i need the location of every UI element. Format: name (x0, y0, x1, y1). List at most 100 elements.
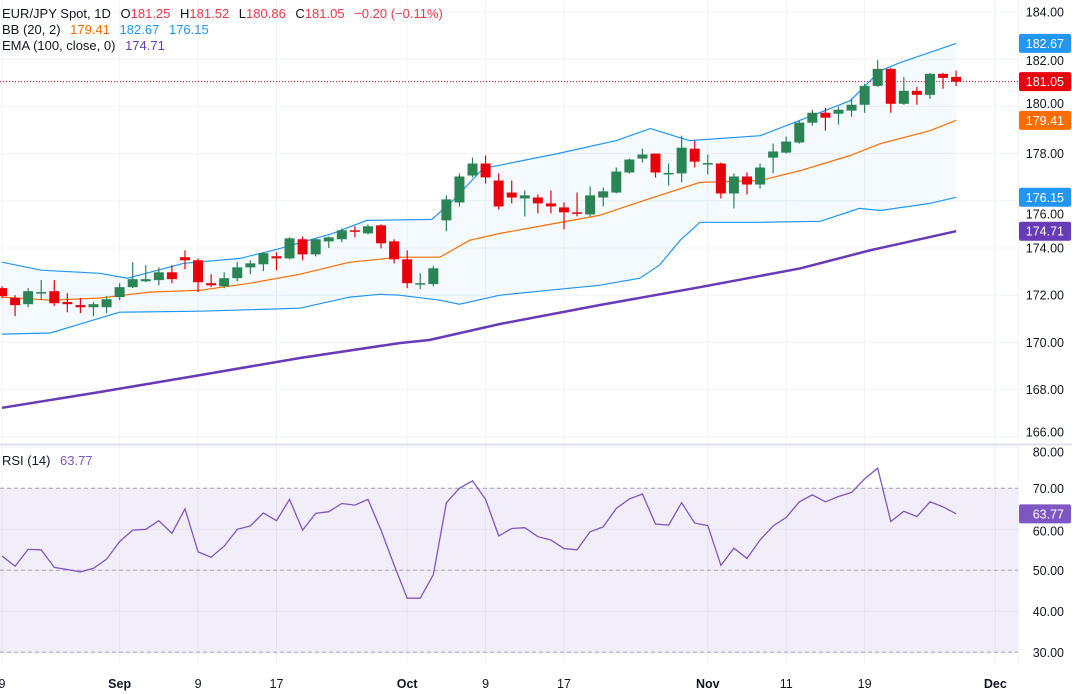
rsi-badge: 63.77 (1033, 507, 1064, 521)
high-label: H (180, 6, 190, 21)
symbol-title[interactable]: EUR/JPY Spot, 1D (2, 6, 111, 21)
price-tick-label: 176.00 (1026, 208, 1064, 222)
candle-down (559, 207, 570, 213)
date-tick-label: Oct (397, 677, 419, 691)
rsi-label: RSI (14) (2, 453, 51, 468)
candle-down (741, 176, 752, 185)
candle-down (62, 302, 73, 305)
candle-up (624, 159, 635, 173)
candle-down (506, 192, 517, 198)
rsi-legend[interactable]: RSI (14) 63.77 (2, 453, 99, 469)
candle-up (637, 154, 648, 159)
candle-down (271, 256, 282, 259)
candle-down (911, 90, 922, 95)
price-tick-label: 168.00 (1026, 383, 1064, 397)
rsi-tick-label: 60.00 (1033, 524, 1064, 538)
bb-lower-value: 176.15 (168, 22, 209, 37)
rsi-pane (1, 467, 957, 599)
candle-down (545, 203, 556, 207)
date-tick-label: Dec (984, 677, 1007, 691)
candle-up (127, 279, 138, 288)
bb-upper-line (1, 42, 957, 279)
candle-down (493, 180, 504, 207)
candle-down (402, 259, 413, 284)
candle-up (467, 163, 478, 176)
candle-down (480, 163, 491, 178)
bb-label: BB (20, 2) (2, 22, 61, 37)
bb-legend[interactable]: BB (20, 2) 179.41 182.67 176.15 (2, 22, 215, 38)
candle-up (428, 268, 439, 285)
bb-lower-badge: 176.15 (1026, 191, 1064, 205)
candle-down (349, 230, 360, 232)
candle-up (245, 263, 256, 268)
price-tick-label: 184.00 (1026, 6, 1064, 20)
candle-up (702, 163, 713, 165)
candle-down (820, 112, 831, 118)
open-label: O (120, 6, 131, 21)
candle-up (676, 147, 687, 174)
rsi-line (1, 467, 957, 599)
price-tick-label: 178.00 (1026, 147, 1064, 161)
candle-up (441, 199, 452, 221)
candle-down (376, 225, 387, 244)
candle-down (715, 163, 726, 194)
low-value: 180.86 (246, 6, 286, 21)
rsi-axis[interactable]: 80.00 70.00 60.00 50.00 40.00 30.00 (1033, 446, 1064, 660)
close-label: C (295, 6, 305, 21)
open-value: 181.25 (130, 6, 171, 21)
ema-value: 174.71 (125, 38, 165, 53)
price-tick-label: 174.00 (1026, 242, 1064, 256)
candle-up (833, 109, 844, 114)
ema-legend[interactable]: EMA (100, close, 0) 174.71 (2, 38, 171, 54)
candle-up (114, 287, 125, 298)
candle-up (323, 237, 334, 242)
date-tick-label: 19 (858, 677, 872, 691)
high-value: 181.52 (189, 6, 230, 21)
candle-up (768, 151, 779, 158)
candle-up (807, 112, 818, 123)
candle-up (611, 171, 622, 193)
bb-upper-badge-bg (1019, 33, 1071, 53)
price-tick-label: 180.00 (1026, 97, 1064, 111)
rsi-tick-label: 50.00 (1033, 564, 1064, 578)
candle-down (10, 298, 21, 306)
rsi-value: 63.77 (60, 453, 93, 468)
time-axis[interactable]: 9 Sep 9 17 Oct 9 17 Nov 11 19 Dec (0, 677, 1007, 691)
candle-up (519, 195, 530, 199)
candle-up (585, 195, 596, 215)
rsi-tick-label: 30.00 (1033, 646, 1064, 660)
candle-up (415, 283, 426, 285)
date-tick-label: 9 (482, 677, 489, 691)
ema-badge-bg (1019, 221, 1071, 241)
close-value: 181.05 (304, 6, 345, 21)
price-tick-label: 166.00 (1026, 426, 1064, 440)
rsi-tick-label: 80.00 (1033, 446, 1064, 460)
date-tick-label: 11 (780, 677, 793, 691)
price-axis[interactable]: 184.00 182.00 180.00 178.00 176.00 174.00 172.… (1026, 6, 1064, 440)
bb-basis-value: 179.41 (70, 22, 110, 37)
candle-up (219, 278, 230, 287)
candle-down (389, 241, 400, 260)
date-tick-label: 17 (557, 677, 571, 691)
candle-down (179, 257, 190, 261)
candle-up (794, 122, 805, 143)
price-badges: 182.67 181.05 179.41 176.15 174.71 63.77 (1019, 33, 1071, 524)
indicator-overlays (0, 42, 1018, 410)
bb-upper-badge: 182.67 (1026, 37, 1064, 51)
candle-down (166, 272, 177, 280)
candle-up (598, 191, 609, 198)
rsi-background (0, 487, 1018, 653)
candle-down (689, 148, 700, 162)
candles (0, 59, 962, 317)
rsi-tick-label: 70.00 (1033, 482, 1064, 496)
price-tick-label: 170.00 (1026, 336, 1064, 350)
ema-label: EMA (100, close, 0) (2, 38, 116, 53)
candle-down (49, 291, 60, 304)
bollinger-band-fill (2, 43, 957, 335)
candle-down (938, 73, 949, 78)
candle-down (572, 212, 583, 214)
candle-down (193, 260, 204, 283)
candle-down (885, 68, 896, 104)
candle-up (781, 141, 792, 153)
